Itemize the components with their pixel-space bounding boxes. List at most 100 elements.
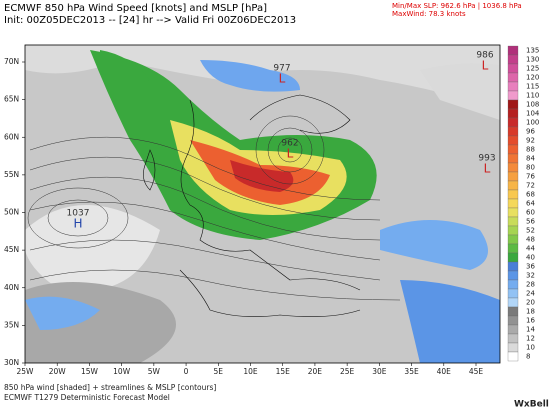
lon-label: 5E xyxy=(214,367,224,376)
pressure-value: 986 xyxy=(476,51,493,61)
lon-label: 15W xyxy=(81,367,99,376)
colorbar-label: 92 xyxy=(526,137,535,145)
colorbar-label: 72 xyxy=(526,182,535,190)
colorbar-label: 125 xyxy=(526,65,539,73)
colorbar-label: 76 xyxy=(526,173,535,181)
colorbar-swatch xyxy=(507,333,519,344)
lat-label: 40N xyxy=(4,283,19,292)
colorbar-label: 88 xyxy=(526,146,535,154)
lat-label: 45N xyxy=(4,245,19,254)
lat-label: 50N xyxy=(4,208,19,217)
colorbar-label: 80 xyxy=(526,164,535,172)
lat-label: 30N xyxy=(4,358,19,367)
colorbar-swatch xyxy=(507,63,519,74)
colorbar-label: 104 xyxy=(526,110,540,118)
colorbar-label: 56 xyxy=(526,218,535,226)
colorbar-swatch xyxy=(507,207,519,218)
colorbar-swatch xyxy=(507,198,519,209)
map xyxy=(24,44,501,364)
colorbar-label: 115 xyxy=(526,83,539,91)
colorbar-label: 108 xyxy=(526,101,539,109)
colorbar-swatch xyxy=(507,54,519,65)
colorbar-swatch xyxy=(507,279,519,290)
lat-label: 55N xyxy=(4,170,19,179)
lon-label: 30E xyxy=(372,367,387,376)
pressure-value: 1037 xyxy=(67,209,90,219)
colorbar-swatch xyxy=(507,180,519,191)
colorbar-label: 16 xyxy=(526,317,535,325)
footer-line: 850 hPa wind [shaded] + streamlines & MS… xyxy=(4,383,216,392)
colorbar-swatch xyxy=(507,252,519,263)
lat-label: 70N xyxy=(4,57,19,66)
lat-label: 65N xyxy=(4,95,19,104)
footer-line: ECMWF T1279 Deterministic Forecast Model xyxy=(4,393,170,402)
pressure-value: 993 xyxy=(478,154,495,164)
lon-label: 20W xyxy=(49,367,67,376)
pressure-symbol: L xyxy=(287,147,294,161)
colorbar-swatch xyxy=(507,144,519,155)
colorbar-label: 100 xyxy=(526,119,539,127)
colorbar-label: 44 xyxy=(526,245,535,253)
pressure-value: 962 xyxy=(281,139,298,149)
lon-label: 10W xyxy=(113,367,131,376)
lon-label: 25E xyxy=(340,367,355,376)
colorbar-swatch xyxy=(507,315,519,326)
lon-label: 25W xyxy=(17,367,35,376)
pressure-symbol: L xyxy=(279,72,286,86)
lat-label: 60N xyxy=(4,132,19,141)
colorbar-label: 48 xyxy=(526,236,535,244)
colorbar-swatch xyxy=(507,288,519,299)
colorbar-label: 32 xyxy=(526,272,535,280)
colorbar-swatch xyxy=(507,45,519,56)
pressure-symbol: H xyxy=(73,217,82,231)
colorbar-swatch xyxy=(507,108,519,119)
lon-label: 20E xyxy=(308,367,323,376)
colorbar-swatch xyxy=(507,306,519,317)
pressure-symbol: L xyxy=(482,59,489,73)
title: ECMWF 850 hPa Wind Speed [knots] and MSL… xyxy=(4,3,267,14)
colorbar-swatch xyxy=(507,243,519,254)
stat: Min/Max SLP: 962.6 hPa | 1036.8 hPa xyxy=(392,2,522,10)
lon-label: 35E xyxy=(404,367,419,376)
colorbar-label: 20 xyxy=(526,299,535,307)
colorbar-swatch xyxy=(507,162,519,173)
colorbar-label: 24 xyxy=(526,290,535,298)
lon-label: 0 xyxy=(184,367,189,376)
colorbar-label: 36 xyxy=(526,263,535,271)
colorbar-label: 18 xyxy=(526,308,535,316)
colorbar-swatch xyxy=(507,126,519,137)
colorbar-swatch xyxy=(507,216,519,227)
colorbar-label: 10 xyxy=(526,344,535,352)
colorbar-swatch xyxy=(507,117,519,128)
colorbar-label: 68 xyxy=(526,191,535,199)
colorbar-label: 40 xyxy=(526,254,535,262)
pressure-value: 977 xyxy=(273,64,290,74)
colorbar-swatch xyxy=(507,135,519,146)
colorbar-label: 60 xyxy=(526,209,535,217)
lon-label: 10E xyxy=(243,367,258,376)
colorbar-label: 84 xyxy=(526,155,535,163)
colorbar-label: 28 xyxy=(526,281,535,289)
colorbar-swatch xyxy=(507,270,519,281)
colorbar-label: 64 xyxy=(526,200,535,208)
colorbar-swatch xyxy=(507,171,519,182)
colorbar-label: 14 xyxy=(526,326,535,334)
colorbar-label: 52 xyxy=(526,227,535,235)
colorbar-swatch xyxy=(507,342,519,353)
colorbar-label: 120 xyxy=(526,74,539,82)
colorbar-swatch xyxy=(507,297,519,308)
colorbar-swatch xyxy=(507,90,519,101)
colorbar-swatch xyxy=(507,189,519,200)
colorbar: 1351301251201151101081041009692888480767… xyxy=(507,45,540,362)
stat: MaxWind: 78.3 knots xyxy=(392,10,466,18)
colorbar-swatch xyxy=(507,81,519,92)
colorbar-label: 110 xyxy=(526,92,539,100)
colorbar-label: 130 xyxy=(526,56,539,64)
subtitle: Init: 00Z05DEC2013 -- [24] hr --> Valid … xyxy=(4,15,296,26)
colorbar-swatch xyxy=(507,99,519,110)
colorbar-swatch xyxy=(507,153,519,164)
colorbar-swatch xyxy=(507,351,519,362)
pressure-symbol: L xyxy=(484,162,491,176)
